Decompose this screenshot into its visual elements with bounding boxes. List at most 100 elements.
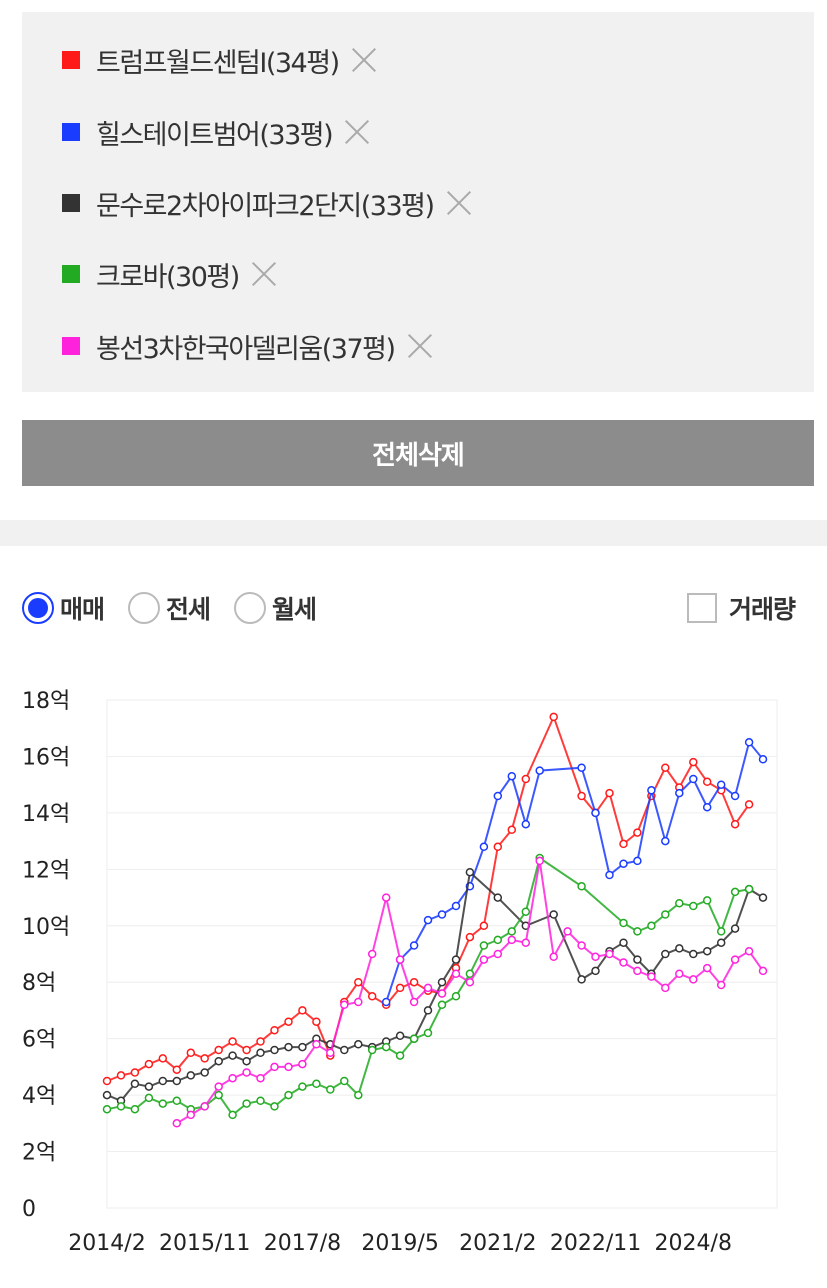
data-point (423, 1028, 433, 1038)
data-point (242, 1068, 251, 1077)
data-point (647, 921, 656, 931)
data-point (479, 955, 489, 964)
data-point (577, 763, 586, 772)
data-point (158, 1099, 168, 1108)
data-point (730, 887, 740, 897)
data-point (395, 1051, 405, 1060)
series-line-0 (106, 714, 750, 1082)
x-tick-label: 2015/11 (159, 1231, 250, 1256)
data-point (493, 791, 503, 801)
data-point (284, 1062, 293, 1072)
data-point (200, 1054, 209, 1063)
data-point (633, 927, 642, 936)
data-point (493, 935, 503, 945)
color-swatch (62, 51, 80, 69)
data-point (367, 992, 377, 1001)
trade-type-selector: 매매 전세 월세 (22, 586, 340, 630)
data-point (340, 1045, 349, 1055)
data-point (451, 901, 461, 911)
data-point (298, 1059, 307, 1069)
data-point (577, 791, 586, 801)
data-point (549, 910, 558, 919)
data-point (312, 1017, 321, 1026)
data-point (354, 1090, 363, 1100)
data-point (507, 771, 517, 781)
data-point (479, 842, 489, 852)
data-point (730, 955, 740, 964)
data-point (619, 938, 628, 947)
data-point (242, 1045, 251, 1055)
radio-monthly[interactable]: 월세 (234, 590, 317, 626)
data-point (451, 955, 461, 964)
checkbox-icon[interactable] (686, 593, 717, 623)
data-point (130, 1079, 140, 1089)
data-point (395, 1031, 405, 1041)
data-point (367, 949, 377, 959)
close-icon[interactable] (251, 261, 277, 287)
data-point (395, 955, 405, 964)
data-point (340, 1076, 349, 1086)
data-point (423, 915, 433, 925)
data-point (716, 938, 726, 947)
data-point (577, 941, 586, 950)
volume-toggle[interactable]: 거래량 (686, 590, 796, 626)
data-point (409, 997, 419, 1007)
data-point (395, 983, 405, 993)
radio-sale[interactable]: 매매 (22, 590, 105, 626)
data-point (591, 952, 600, 962)
close-icon[interactable] (407, 333, 433, 359)
section-divider (0, 520, 827, 546)
plot-area (106, 699, 778, 1209)
data-point (605, 949, 614, 959)
data-point (409, 977, 419, 987)
data-point (144, 1082, 154, 1091)
data-point (102, 1076, 112, 1086)
data-point (563, 927, 572, 936)
data-point (702, 963, 712, 973)
data-point (437, 910, 447, 919)
x-tick-label: 2019/5 (361, 1231, 438, 1256)
legend-label: 문수로2차아이파크2단지(33평) (96, 190, 435, 222)
series-line-4 (176, 860, 764, 1125)
data-point (689, 774, 698, 784)
data-point (298, 1042, 307, 1052)
delete-all-button[interactable]: 전체삭제 (22, 420, 814, 486)
data-point (381, 997, 391, 1007)
legend-label: 크로바(30평) (96, 261, 240, 293)
data-point (549, 952, 558, 962)
data-point (326, 1048, 335, 1058)
data-point (256, 1048, 265, 1058)
data-point (744, 800, 754, 809)
data-point (730, 819, 740, 829)
data-point (619, 958, 628, 967)
data-point (214, 1045, 223, 1055)
data-point (423, 983, 433, 993)
legend-label: 봉선3차한국아델리움(37평) (96, 333, 396, 365)
data-point (661, 763, 670, 772)
data-point (507, 825, 517, 835)
radio-jeonse[interactable]: 전세 (128, 590, 211, 626)
data-point (256, 1096, 265, 1106)
color-swatch (62, 337, 80, 355)
data-point (409, 1034, 419, 1043)
close-icon[interactable] (446, 190, 472, 216)
close-icon[interactable] (344, 119, 370, 145)
data-point (144, 1059, 154, 1069)
close-icon[interactable] (351, 47, 377, 73)
data-point (270, 1045, 279, 1055)
data-point (158, 1054, 168, 1063)
color-swatch (62, 265, 80, 283)
data-point (367, 1045, 377, 1055)
data-point (716, 927, 726, 936)
y-tick-label: 12억 (22, 858, 70, 883)
data-point (256, 1037, 265, 1046)
data-point (521, 774, 531, 784)
radio-label: 매매 (60, 595, 105, 624)
data-point (228, 1110, 237, 1120)
legend-item-3: 크로바(30평) (62, 254, 277, 294)
data-point (730, 924, 740, 933)
data-point (730, 791, 740, 801)
data-point (535, 766, 544, 775)
data-point (661, 949, 670, 959)
legend-panel: 트럼프월드센텀I(34평) 힐스테이트범어(33평) 문수로2차아이파크2단지(… (22, 12, 814, 392)
